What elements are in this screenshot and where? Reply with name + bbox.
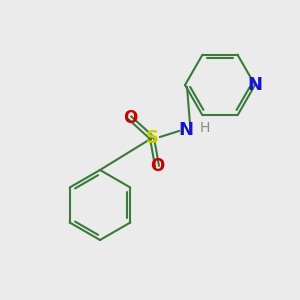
Text: O: O <box>123 109 137 127</box>
Text: O: O <box>150 157 164 175</box>
Text: N: N <box>178 121 194 139</box>
Text: S: S <box>146 129 158 147</box>
Text: H: H <box>200 121 210 135</box>
Text: N: N <box>248 76 262 94</box>
